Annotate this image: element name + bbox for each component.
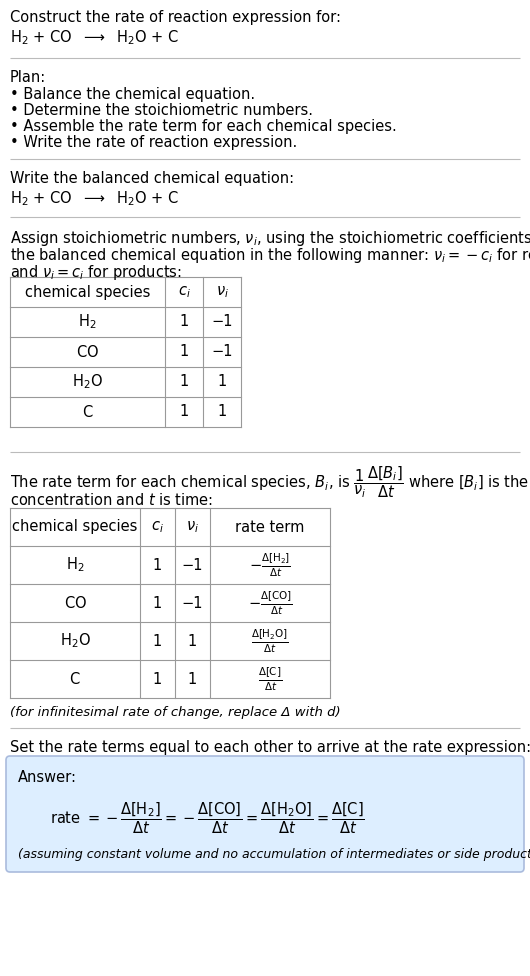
Text: $-\frac{\Delta[\mathrm{CO}]}{\Delta t}$: $-\frac{\Delta[\mathrm{CO}]}{\Delta t}$ xyxy=(248,590,292,617)
Text: rate term: rate term xyxy=(235,519,305,535)
Text: −1: −1 xyxy=(211,345,233,359)
FancyBboxPatch shape xyxy=(6,756,524,872)
Text: −1: −1 xyxy=(211,314,233,330)
Text: $\mathrm{H_2}$: $\mathrm{H_2}$ xyxy=(66,555,84,574)
Text: chemical species: chemical species xyxy=(25,284,150,300)
Text: concentration and $t$ is time:: concentration and $t$ is time: xyxy=(10,492,213,508)
Text: 1: 1 xyxy=(188,633,197,648)
Text: Set the rate terms equal to each other to arrive at the rate expression:: Set the rate terms equal to each other t… xyxy=(10,740,530,755)
Text: $-\frac{\Delta[\mathrm{H_2}]}{\Delta t}$: $-\frac{\Delta[\mathrm{H_2}]}{\Delta t}$ xyxy=(249,551,291,579)
Text: 1: 1 xyxy=(179,314,189,330)
Text: $\mathrm{CO}$: $\mathrm{CO}$ xyxy=(64,595,86,611)
Text: chemical species: chemical species xyxy=(12,519,138,535)
Text: $\mathrm{C}$: $\mathrm{C}$ xyxy=(82,404,93,420)
Text: The rate term for each chemical species, $B_i$, is $\dfrac{1}{\nu_i}\dfrac{\Delt: The rate term for each chemical species,… xyxy=(10,464,530,500)
Text: 1: 1 xyxy=(188,671,197,686)
Text: −1: −1 xyxy=(182,595,203,611)
Text: $\mathrm{H_2O}$: $\mathrm{H_2O}$ xyxy=(59,631,91,650)
Text: $\frac{\Delta[\mathrm{H_2O}]}{\Delta t}$: $\frac{\Delta[\mathrm{H_2O}]}{\Delta t}$ xyxy=(251,628,289,655)
Text: 1: 1 xyxy=(153,557,162,573)
Text: (assuming constant volume and no accumulation of intermediates or side products): (assuming constant volume and no accumul… xyxy=(18,848,530,861)
Text: • Balance the chemical equation.: • Balance the chemical equation. xyxy=(10,87,255,102)
Text: −1: −1 xyxy=(182,557,203,573)
Text: and $\nu_i = c_i$ for products:: and $\nu_i = c_i$ for products: xyxy=(10,263,182,282)
Text: $\mathrm{C}$: $\mathrm{C}$ xyxy=(69,671,81,687)
Text: 1: 1 xyxy=(217,375,227,389)
Text: $\mathrm{CO}$: $\mathrm{CO}$ xyxy=(76,344,99,360)
Text: rate $= -\dfrac{\Delta[\mathrm{H_2}]}{\Delta t} = -\dfrac{\Delta[\mathrm{CO}]}{\: rate $= -\dfrac{\Delta[\mathrm{H_2}]}{\D… xyxy=(50,800,365,835)
Text: $c_i$: $c_i$ xyxy=(178,284,190,300)
Text: 1: 1 xyxy=(217,404,227,420)
Text: Construct the rate of reaction expression for:: Construct the rate of reaction expressio… xyxy=(10,10,341,25)
Text: $\frac{\Delta[\mathrm{C}]}{\Delta t}$: $\frac{\Delta[\mathrm{C}]}{\Delta t}$ xyxy=(258,666,282,693)
Text: • Write the rate of reaction expression.: • Write the rate of reaction expression. xyxy=(10,135,297,150)
Text: $\mathrm{H_2}$ + CO  $\longrightarrow$  $\mathrm{H_2O}$ + C: $\mathrm{H_2}$ + CO $\longrightarrow$ $\… xyxy=(10,189,179,208)
Text: $\mathrm{H_2}$: $\mathrm{H_2}$ xyxy=(78,312,97,331)
Text: Assign stoichiometric numbers, $\nu_i$, using the stoichiometric coefficients, $: Assign stoichiometric numbers, $\nu_i$, … xyxy=(10,229,530,248)
Text: • Determine the stoichiometric numbers.: • Determine the stoichiometric numbers. xyxy=(10,103,313,118)
Text: Write the balanced chemical equation:: Write the balanced chemical equation: xyxy=(10,171,294,186)
Text: Plan:: Plan: xyxy=(10,70,46,85)
Text: 1: 1 xyxy=(153,633,162,648)
Text: $\nu_i$: $\nu_i$ xyxy=(216,284,228,300)
Text: $c_i$: $c_i$ xyxy=(151,519,164,535)
Text: 1: 1 xyxy=(179,375,189,389)
Text: 1: 1 xyxy=(153,671,162,686)
Text: • Assemble the rate term for each chemical species.: • Assemble the rate term for each chemic… xyxy=(10,119,397,134)
Text: Answer:: Answer: xyxy=(18,770,77,785)
Text: 1: 1 xyxy=(179,345,189,359)
Text: $\nu_i$: $\nu_i$ xyxy=(186,519,199,535)
Text: 1: 1 xyxy=(179,404,189,420)
Text: (for infinitesimal rate of change, replace Δ with d): (for infinitesimal rate of change, repla… xyxy=(10,706,341,719)
Text: $\mathrm{H_2}$ + CO  $\longrightarrow$  $\mathrm{H_2O}$ + C: $\mathrm{H_2}$ + CO $\longrightarrow$ $\… xyxy=(10,28,179,47)
Text: 1: 1 xyxy=(153,595,162,611)
Text: $\mathrm{H_2O}$: $\mathrm{H_2O}$ xyxy=(72,373,103,391)
Text: the balanced chemical equation in the following manner: $\nu_i = -c_i$ for react: the balanced chemical equation in the fo… xyxy=(10,246,530,265)
